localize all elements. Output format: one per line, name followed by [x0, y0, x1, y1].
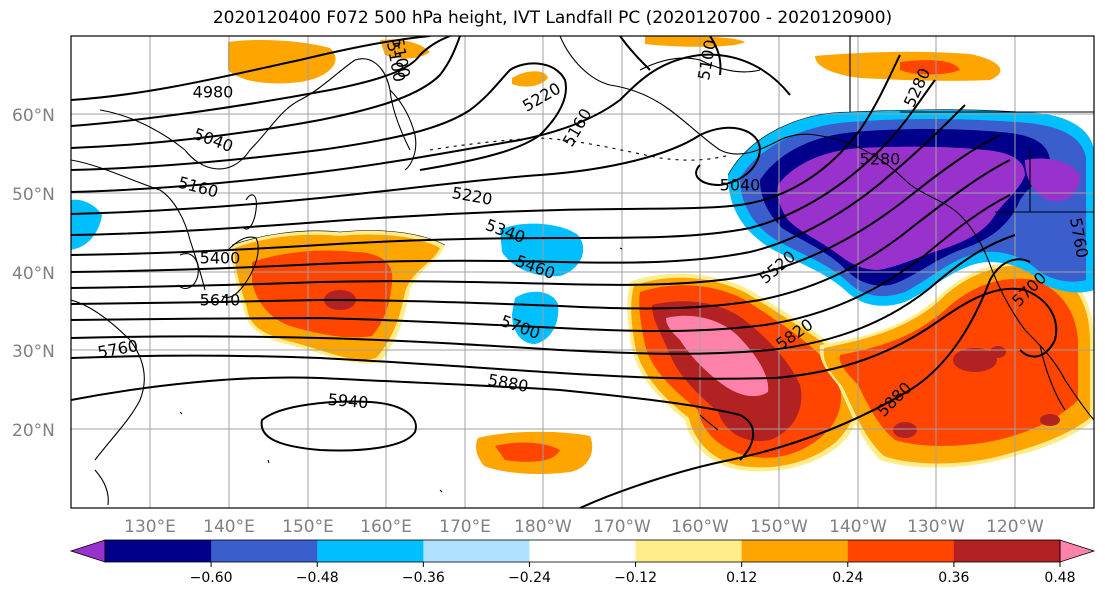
colorbar-swatch: [741, 540, 849, 562]
lon-label: 180°W: [514, 517, 572, 537]
lon-label: 140°W: [829, 517, 887, 537]
colorbar-tick-label: 0.24: [832, 570, 863, 586]
colorbar-swatch: [105, 540, 212, 562]
colorbar-swatch: [635, 540, 743, 562]
lon-label: 130°E: [124, 517, 176, 537]
lon-label: 170°W: [593, 517, 651, 537]
lat-label: 50°N: [12, 185, 55, 205]
colorbar-swatch: [317, 540, 424, 562]
contour-label: 5760: [96, 336, 139, 362]
colorbar-tick-label: 0.48: [1044, 570, 1075, 586]
colorbar-swatch: [847, 540, 955, 562]
negative-anomaly-gulf-of-alaska: [728, 109, 1094, 306]
contour-label: 5400: [200, 249, 241, 268]
ivt-contour-outlines: [231, 109, 1021, 246]
lon-label: 120°W: [986, 517, 1044, 537]
lon-label: 150°W: [750, 517, 808, 537]
lon-label: 140°E: [203, 517, 255, 537]
contour-label: 5940: [327, 390, 369, 412]
contour-label: 5880: [486, 370, 529, 396]
colorbar: −0.60 −0.48 −0.36 −0.24 −0.12 0.12 0.24 0.36 0.4…: [69, 539, 1096, 586]
colorbar-arrow-right: [1059, 539, 1096, 563]
colorbar-tick-label: −0.12: [614, 570, 657, 586]
lat-label: 60°N: [12, 106, 55, 126]
contour-label: 5160: [176, 173, 220, 202]
contour-label: 5640: [200, 291, 241, 310]
height-contours: [71, 36, 1058, 508]
lon-label: 170°E: [439, 517, 491, 537]
lon-label: 130°W: [907, 517, 965, 537]
colorbar-swatch: [953, 540, 1061, 562]
lon-label: 160°E: [360, 517, 412, 537]
colorbar-frame: [104, 539, 1061, 563]
longitude-labels: 130°E 140°E 150°E 160°E 170°E 180°W 170°…: [124, 517, 1044, 537]
colorbar-tick-label: −0.48: [296, 570, 339, 586]
colorbar-tick-label: −0.60: [190, 570, 233, 586]
positive-anomaly-north: [228, 36, 1001, 87]
map-gridlines: [71, 36, 1094, 508]
colorbar-tick-label: 0.12: [726, 570, 757, 586]
contour-label: 5040: [720, 176, 761, 195]
contour-label: 5220: [450, 183, 493, 209]
colorbar-tick-label: 0.36: [938, 570, 969, 586]
lat-label: 30°N: [12, 342, 55, 362]
colorbar-tick-label: −0.36: [402, 570, 445, 586]
colorbar-swatch: [423, 540, 530, 562]
latitude-labels: 60°N 50°N 40°N 30°N 20°N: [12, 106, 55, 441]
contour-label: 5280: [860, 150, 901, 169]
positive-anomaly-central-pacific: [627, 273, 863, 472]
colorbar-tick-label: −0.24: [508, 570, 551, 586]
lon-label: 160°W: [671, 517, 729, 537]
map-title: 2020120400 F072 500 hPa height, IVT Land…: [212, 8, 893, 28]
lat-label: 40°N: [12, 264, 55, 284]
positive-anomaly-west-pacific: [231, 230, 445, 364]
colorbar-arrow-left: [69, 539, 106, 563]
lat-label: 20°N: [12, 421, 55, 441]
map-frame: [70, 35, 1095, 509]
lon-label: 150°E: [282, 517, 334, 537]
colorbar-swatch: [529, 540, 637, 562]
contour-label: 4980: [193, 83, 234, 102]
colorbar-swatch: [211, 540, 318, 562]
positive-anomaly-subtropical: [476, 431, 593, 474]
